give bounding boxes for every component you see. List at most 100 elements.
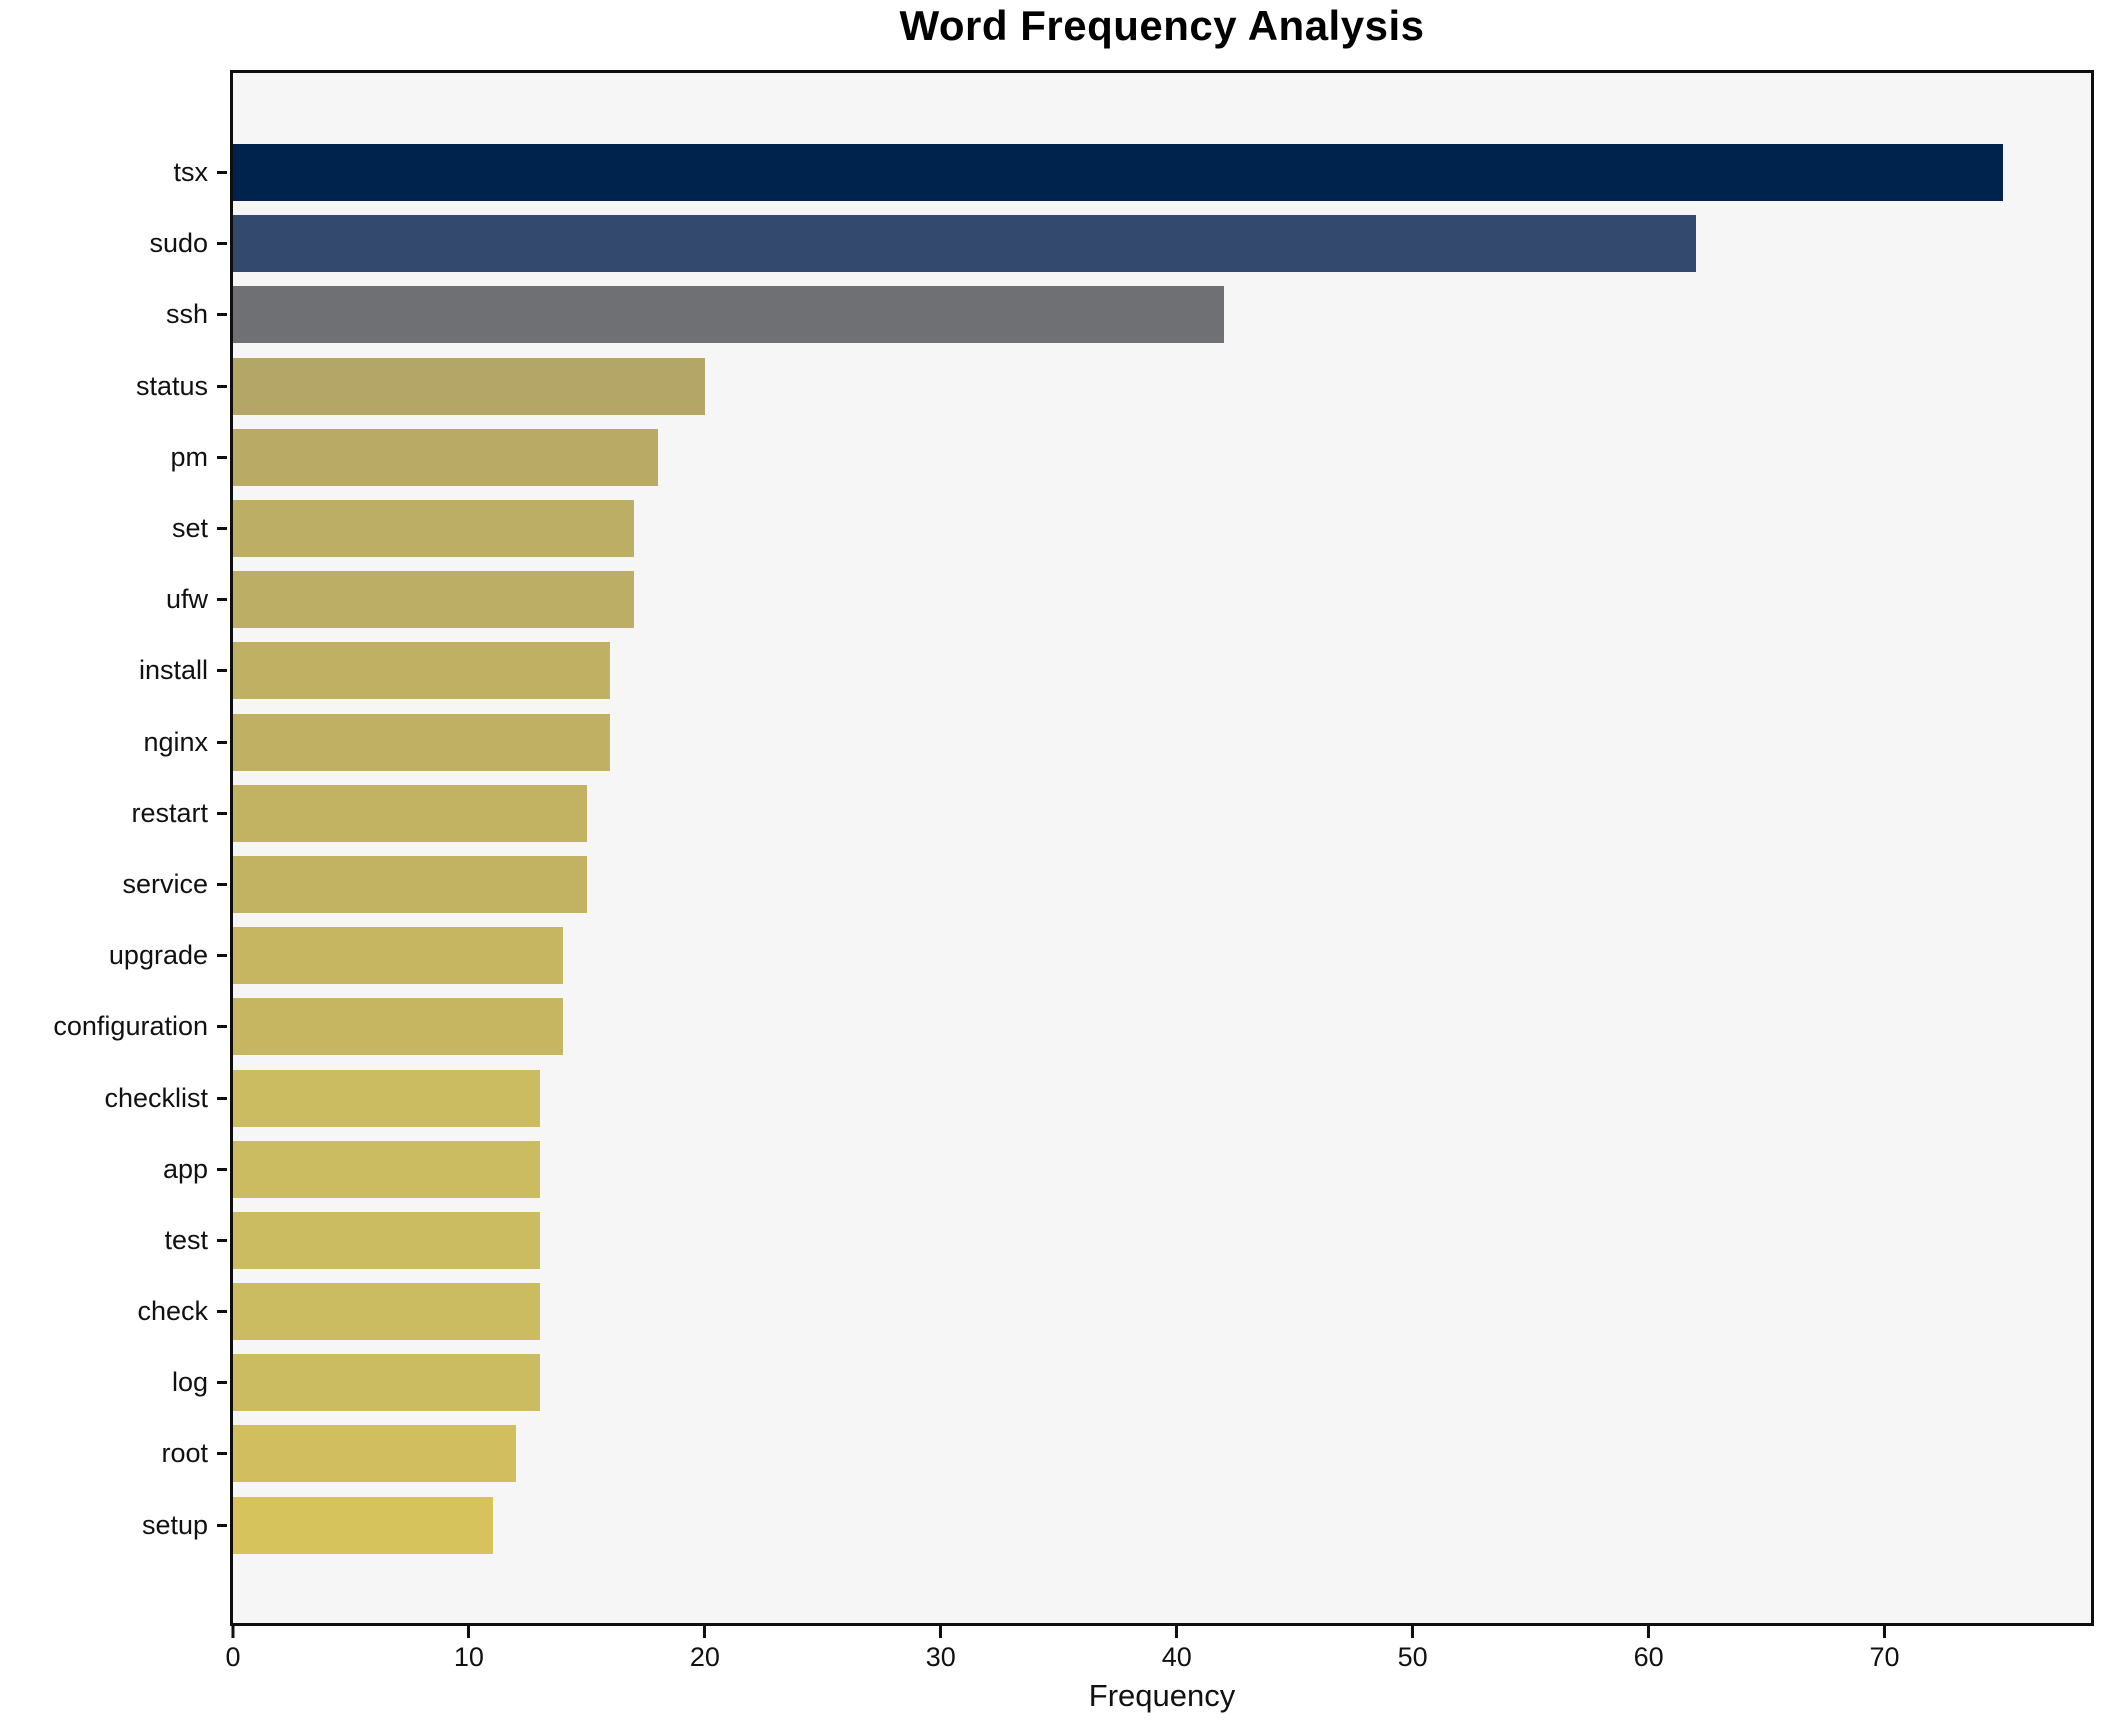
bar-row [233, 1490, 2091, 1561]
x-tick-0: 0 [225, 1626, 241, 1673]
y-label-row: install [0, 635, 227, 706]
y-tick-label-app: app [162, 1153, 208, 1184]
bar-row [233, 1276, 2091, 1347]
y-label-row: check [0, 1276, 227, 1347]
x-tick-40: 40 [1162, 1626, 1192, 1673]
y-tick-label-configuration: configuration [53, 1011, 208, 1042]
bar-upgrade [233, 927, 564, 985]
y-tick-label-ssh: ssh [165, 299, 208, 330]
y-tick-label-install: install [138, 655, 208, 686]
bar-row [233, 564, 2091, 635]
bar-row [233, 1134, 2091, 1205]
y-tick-mark [217, 242, 227, 246]
y-label-row: tsx [0, 137, 227, 208]
bar-configuration [233, 998, 564, 1056]
y-tick-label-nginx: nginx [143, 726, 208, 757]
x-tick-mark [467, 1626, 471, 1638]
y-tick-label-checklist: checklist [104, 1082, 208, 1113]
y-label-row: sudo [0, 208, 227, 279]
y-tick-label-pm: pm [170, 441, 208, 472]
bar-tsx [233, 144, 2003, 202]
bar-root [233, 1425, 517, 1483]
x-tick-label: 50 [1397, 1642, 1428, 1672]
bar-row [233, 1062, 2091, 1133]
bar-set [233, 500, 635, 558]
y-tick-mark [217, 455, 227, 459]
bar-restart [233, 784, 587, 842]
bar-row [233, 707, 2091, 778]
x-tick-mark [939, 1626, 943, 1638]
y-tick-mark [217, 1238, 227, 1242]
y-tick-mark [217, 1310, 227, 1314]
x-tick-mark [1411, 1626, 1415, 1638]
bar-row [233, 778, 2091, 849]
y-tick-label-setup: setup [141, 1509, 208, 1540]
bar-row [233, 137, 2091, 208]
y-tick-label-tsx: tsx [173, 157, 208, 188]
y-tick-mark [217, 527, 227, 531]
y-label-row: app [0, 1134, 227, 1205]
y-tick-mark [217, 1167, 227, 1171]
bar-row [233, 493, 2091, 564]
bar-setup [233, 1496, 493, 1554]
x-tick-mark [703, 1626, 707, 1638]
x-tick-10: 10 [454, 1626, 484, 1673]
bar-row [233, 422, 2091, 493]
x-tick-70: 70 [1870, 1626, 1900, 1673]
y-tick-label-restart: restart [131, 797, 208, 828]
bar-check [233, 1283, 540, 1341]
x-axis-label: Frequency [1088, 1678, 1236, 1713]
y-label-row: nginx [0, 707, 227, 778]
bar-row [233, 351, 2091, 422]
y-label-row: restart [0, 778, 227, 849]
y-tick-mark [217, 171, 227, 175]
x-tick-mark [1647, 1626, 1651, 1638]
bar-row [233, 279, 2091, 350]
y-tick-label-test: test [164, 1224, 208, 1255]
bar-row [233, 991, 2091, 1062]
bar-status [233, 357, 705, 415]
bar-app [233, 1140, 540, 1198]
bar-test [233, 1211, 540, 1269]
y-tick-mark [217, 384, 227, 388]
y-tick-mark [217, 1096, 227, 1100]
x-tick-label: 20 [689, 1642, 720, 1672]
bar-pm [233, 428, 658, 486]
x-axis-ticks: 0 10 20 30 40 50 60 70 [225, 1626, 2091, 1686]
bar-install [233, 642, 611, 700]
y-tick-mark [217, 1381, 227, 1385]
x-tick-label: 40 [1161, 1642, 1192, 1672]
y-tick-label-sudo: sudo [149, 228, 208, 259]
bar-checklist [233, 1069, 540, 1127]
x-tick-20: 20 [690, 1626, 720, 1673]
bar-row [233, 849, 2091, 920]
bar-ssh [233, 286, 1224, 344]
y-tick-mark [217, 882, 227, 886]
y-tick-mark [217, 1025, 227, 1029]
y-label-row: ufw [0, 564, 227, 635]
y-axis-labels: tsx sudo ssh status pm set ufw install nginx rest… [0, 137, 227, 1561]
y-label-row: set [0, 493, 227, 564]
x-tick-50: 50 [1398, 1626, 1428, 1673]
plot-area [230, 70, 2094, 1626]
bar-sudo [233, 215, 1696, 273]
x-tick-label: 70 [1869, 1642, 1900, 1672]
y-label-row: upgrade [0, 920, 227, 991]
bar-row [233, 920, 2091, 991]
y-tick-mark [217, 669, 227, 673]
y-label-row: pm [0, 422, 227, 493]
y-label-row: setup [0, 1490, 227, 1561]
y-label-row: status [0, 351, 227, 422]
bar-row [233, 1418, 2091, 1489]
y-label-row: configuration [0, 991, 227, 1062]
y-label-row: log [0, 1347, 227, 1418]
bars-container [233, 137, 2091, 1561]
x-tick-label: 30 [925, 1642, 956, 1672]
y-tick-label-upgrade: upgrade [108, 940, 208, 971]
y-tick-mark [217, 954, 227, 958]
y-tick-label-status: status [135, 370, 208, 401]
y-label-row: checklist [0, 1062, 227, 1133]
y-tick-mark [217, 313, 227, 317]
y-label-row: service [0, 849, 227, 920]
